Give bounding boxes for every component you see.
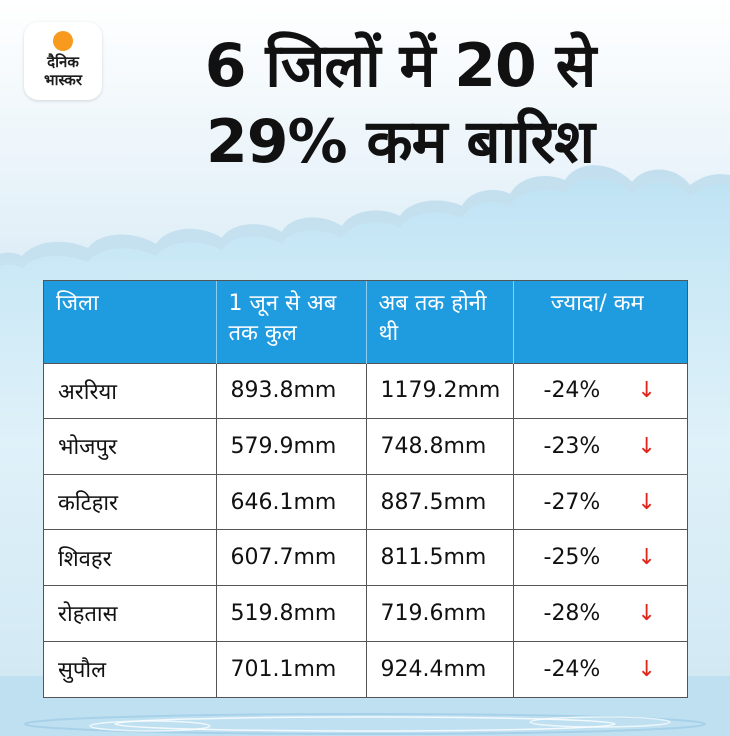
dainik-bhaskar-logo: दैनिक भास्कर xyxy=(24,22,102,100)
header-expected: अब तक होनी थी xyxy=(366,281,514,363)
cloud-illustration xyxy=(0,0,730,268)
cell-diff: -24% ↓ xyxy=(513,640,687,697)
header-total: 1 जून से अब तक कुल xyxy=(216,281,367,363)
down-arrow-icon: ↓ xyxy=(637,656,656,682)
table-row: सुपौल 701.1mm 924.4mm -24% ↓ xyxy=(44,640,687,697)
table-row: रोहतास 519.8mm 719.6mm -28% ↓ xyxy=(44,585,687,642)
down-arrow-icon: ↓ xyxy=(637,378,656,404)
cell-expected: 719.6mm xyxy=(366,585,514,642)
sun-icon xyxy=(53,31,73,51)
headline-line2: 29% कम बारिश xyxy=(205,107,595,177)
headline: 6 जिलों में 20 से 29% कम बारिश xyxy=(120,28,680,180)
diff-value: -23% xyxy=(543,433,601,459)
diff-value: -28% xyxy=(543,600,601,626)
down-arrow-icon: ↓ xyxy=(637,545,656,571)
cell-district: भोजपुर xyxy=(44,418,217,475)
cell-district: अररिया xyxy=(44,362,217,419)
table-row: कटिहार 646.1mm 887.5mm -27% ↓ xyxy=(44,473,687,530)
cell-total: 893.8mm xyxy=(216,362,367,419)
cell-total: 701.1mm xyxy=(216,640,367,697)
cell-expected: 924.4mm xyxy=(366,640,514,697)
diff-value: -25% xyxy=(543,545,601,571)
headline-line1: 6 जिलों में 20 से xyxy=(204,31,597,101)
diff-value: -24% xyxy=(543,656,601,682)
cell-total: 607.7mm xyxy=(216,529,367,586)
cell-expected: 887.5mm xyxy=(366,473,514,530)
cell-district: रोहतास xyxy=(44,585,217,642)
cell-district: शिवहर xyxy=(44,529,217,586)
rainfall-table: जिला 1 जून से अब तक कुल अब तक होनी थी ज्… xyxy=(43,280,688,698)
cell-total: 519.8mm xyxy=(216,585,367,642)
header-diff: ज्यादा/ कम xyxy=(513,281,687,363)
table-row: अररिया 893.8mm 1179.2mm -24% ↓ xyxy=(44,362,687,419)
cell-district: सुपौल xyxy=(44,640,217,697)
down-arrow-icon: ↓ xyxy=(637,433,656,459)
cell-diff: -23% ↓ xyxy=(513,418,687,475)
cell-total: 646.1mm xyxy=(216,473,367,530)
cell-diff: -28% ↓ xyxy=(513,585,687,642)
header-district: जिला xyxy=(44,281,217,363)
down-arrow-icon: ↓ xyxy=(637,489,656,515)
cell-expected: 748.8mm xyxy=(366,418,514,475)
diff-value: -27% xyxy=(543,489,601,515)
logo-text-line2: भास्कर xyxy=(44,71,82,89)
table-row: शिवहर 607.7mm 811.5mm -25% ↓ xyxy=(44,529,687,586)
down-arrow-icon: ↓ xyxy=(637,600,656,626)
cell-total: 579.9mm xyxy=(216,418,367,475)
cell-expected: 1179.2mm xyxy=(366,362,514,419)
cell-expected: 811.5mm xyxy=(366,529,514,586)
table-header-row: जिला 1 जून से अब तक कुल अब तक होनी थी ज्… xyxy=(44,281,687,363)
cell-diff: -25% ↓ xyxy=(513,529,687,586)
cell-diff: -27% ↓ xyxy=(513,473,687,530)
cell-diff: -24% ↓ xyxy=(513,362,687,419)
diff-value: -24% xyxy=(543,378,601,404)
logo-text-line1: दैनिक xyxy=(47,53,79,71)
cell-district: कटिहार xyxy=(44,473,217,530)
table-row: भोजपुर 579.9mm 748.8mm -23% ↓ xyxy=(44,418,687,475)
